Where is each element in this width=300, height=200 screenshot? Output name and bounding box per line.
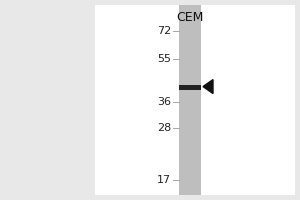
- Text: 17: 17: [157, 175, 171, 185]
- Bar: [179, 5, 201, 195]
- Bar: [179, 85, 201, 90]
- Text: 55: 55: [157, 54, 171, 64]
- Text: CEM: CEM: [176, 11, 204, 24]
- Text: 72: 72: [157, 26, 171, 36]
- Bar: [95, 5, 295, 195]
- Polygon shape: [203, 80, 213, 94]
- Text: 36: 36: [157, 97, 171, 107]
- Text: 28: 28: [157, 123, 171, 133]
